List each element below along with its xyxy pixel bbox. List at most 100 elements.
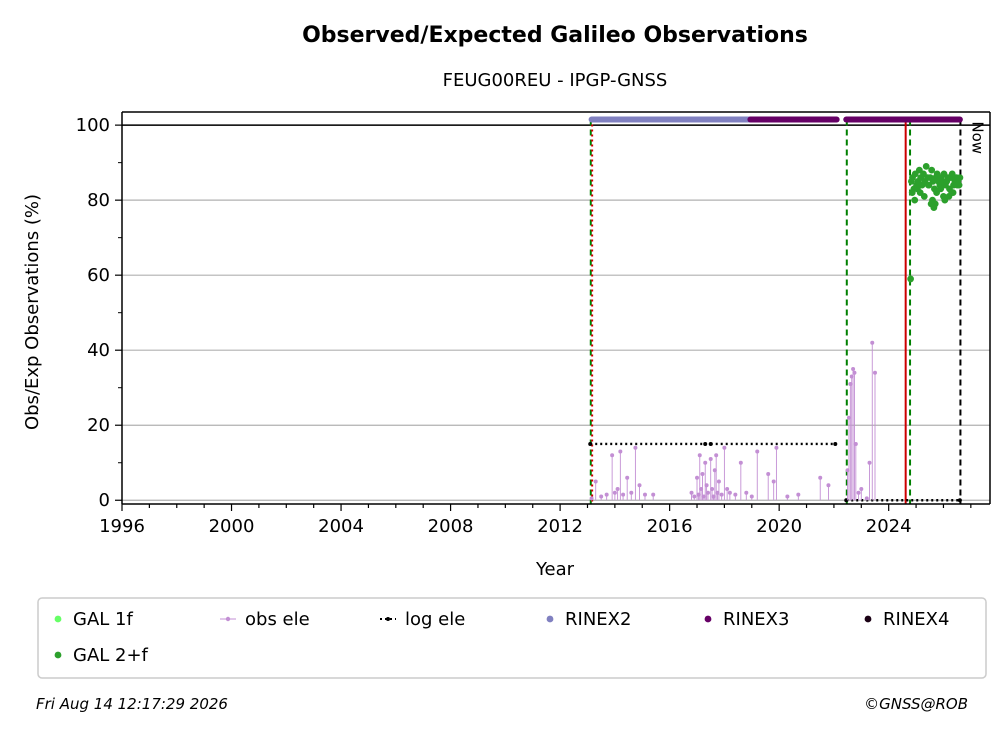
log-ele-point <box>833 441 838 446</box>
chart-title: Observed/Expected Galileo Observations <box>302 23 808 48</box>
axes: 1996 2000 2004 2008 2012 2016 2020 2024 0 20 40 60 8… <box>76 111 991 537</box>
obs-ele-point <box>700 471 705 476</box>
obs-ele-point <box>826 483 831 488</box>
obs-ele-point <box>708 456 713 461</box>
legend: GAL 1f obs ele log ele RINEX2 RINEX3 RINEX4 GA… <box>37 597 987 679</box>
gal-2f-point <box>924 181 932 189</box>
obs-ele-point <box>610 453 615 458</box>
obs-ele-point <box>725 486 730 491</box>
legend-item: RINEX3 <box>704 609 789 630</box>
x-tick-label: 2008 <box>428 516 474 537</box>
obs-ele-point <box>695 475 700 480</box>
obs-ele-point <box>867 460 872 465</box>
gal-2f-point <box>953 181 961 189</box>
obs-ele-point <box>719 492 724 497</box>
y-tick-label: 20 <box>87 415 110 436</box>
now-label: Now <box>968 121 986 154</box>
legend-label: RINEX3 <box>723 609 789 630</box>
legend-item: log ele <box>380 609 465 630</box>
legend-item: RINEX4 <box>864 609 949 630</box>
gal-2f-point <box>907 275 914 283</box>
footer-copyright: ©GNSS@ROB <box>864 695 968 713</box>
obs-ele-point <box>705 490 710 495</box>
gal-2f-point <box>928 166 936 174</box>
legend-marker <box>704 615 712 623</box>
obs-ele-point <box>642 492 647 497</box>
x-tick-label: 2020 <box>756 516 802 537</box>
gal-2f-point <box>911 196 919 204</box>
legend-marker <box>864 615 872 623</box>
x-tick-label: 2024 <box>866 516 912 537</box>
obs-ele-point <box>738 460 743 465</box>
legend-frame <box>37 597 987 679</box>
obs-ele-point <box>697 453 702 458</box>
x-tick-label: 2016 <box>647 516 693 537</box>
x-tick-label: 1996 <box>99 516 145 537</box>
legend-marker <box>386 617 390 621</box>
y-tick-label: 60 <box>87 265 110 286</box>
obs-ele-point <box>612 490 617 495</box>
obs-ele-point <box>872 370 877 375</box>
legend-label: obs ele <box>245 609 310 630</box>
gal-2f-point <box>940 193 947 200</box>
obs-ele-point <box>852 370 857 375</box>
y-tick-label: 100 <box>76 115 110 136</box>
y-tick-label: 80 <box>87 190 110 211</box>
chart-subtitle: FEUG00REU - IPGP-GNSS <box>443 70 668 91</box>
gal-2f-point <box>948 189 956 197</box>
y-tick-label: 0 <box>99 490 110 511</box>
obs-ele-point <box>593 479 598 484</box>
legend-marker <box>546 615 554 623</box>
x-axis-label: Year <box>535 559 575 580</box>
obs-ele-point <box>870 340 875 345</box>
x-tick-label: 2004 <box>318 516 364 537</box>
footer-timestamp: Fri Aug 14 12:17:29 2026 <box>36 695 228 713</box>
gal-2f-point <box>937 185 945 193</box>
obs-ele-point <box>689 490 694 495</box>
gal-2f-point <box>908 189 916 197</box>
obs-ele-point <box>651 492 656 497</box>
legend-item: RINEX2 <box>546 609 631 630</box>
obs-ele-point <box>744 490 749 495</box>
legend-label: RINEX4 <box>883 609 949 630</box>
legend-label: GAL 1f <box>73 609 133 630</box>
obs-ele-point <box>755 449 760 454</box>
obs-ele-point <box>766 471 771 476</box>
legend-item: obs ele <box>220 609 310 630</box>
obs-ele-point <box>864 496 869 501</box>
obs-ele-point <box>692 494 697 499</box>
gal-2f-series <box>907 162 964 283</box>
x-tick-label: 2012 <box>537 516 583 537</box>
obs-ele-point <box>749 494 754 499</box>
obs-ele-point <box>856 490 861 495</box>
gal-2f-point <box>931 200 939 208</box>
obs-ele-point <box>704 483 709 488</box>
log-ele-point <box>957 498 962 503</box>
gal-2f-point <box>920 193 928 200</box>
legend-label: RINEX2 <box>565 609 631 630</box>
obs-ele-point <box>796 492 801 497</box>
obs-ele-point <box>727 490 732 495</box>
y-tick-label: 40 <box>87 340 110 361</box>
obs-ele-point <box>771 479 776 484</box>
obs-ele-point <box>633 445 638 450</box>
legend-marker <box>54 615 62 623</box>
obs-ele-point <box>599 494 604 499</box>
obs-ele-point <box>703 460 708 465</box>
legend-label: GAL 2+f <box>73 645 149 666</box>
log-ele-series <box>588 441 962 503</box>
gal-2f-point <box>922 162 930 170</box>
obs-ele-point <box>733 492 738 497</box>
grid-lines <box>122 124 990 501</box>
obs-ele-point <box>785 494 790 499</box>
obs-ele-point <box>618 449 623 454</box>
y-axis-label: Obs/Exp Observations (%) <box>22 194 43 430</box>
obs-ele-point <box>615 486 620 491</box>
log-ele-point <box>588 441 593 446</box>
obs-ele-series <box>589 340 877 501</box>
obs-ele-point <box>722 445 727 450</box>
obs-ele-point <box>589 496 594 501</box>
obs-ele-point <box>859 486 864 491</box>
obs-ele-point <box>625 475 630 480</box>
